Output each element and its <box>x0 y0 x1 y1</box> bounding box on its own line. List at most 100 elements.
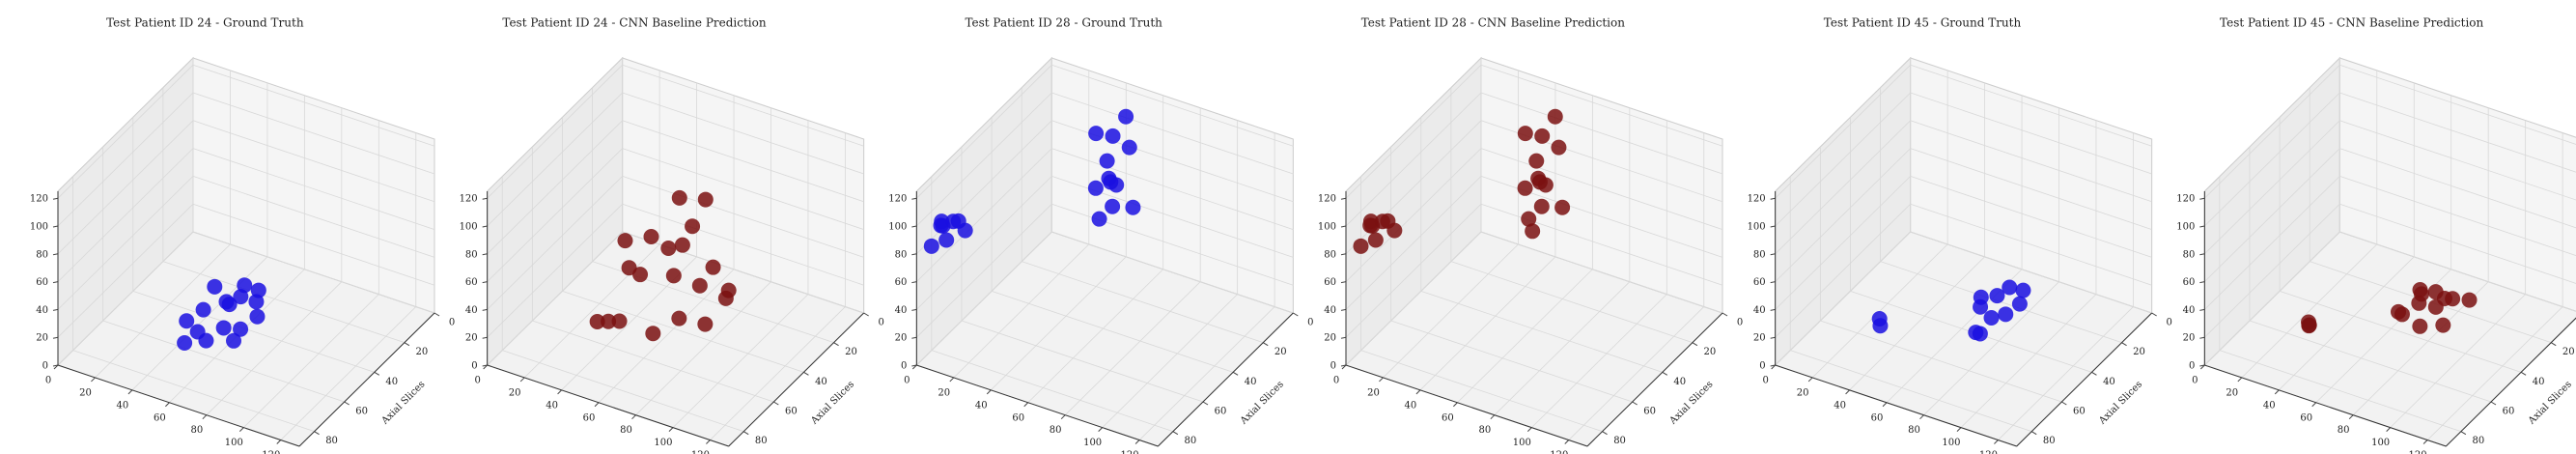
grid-line <box>1910 148 2152 230</box>
grid-line <box>280 306 417 440</box>
tick-mark <box>833 342 839 347</box>
axis-line <box>2016 312 2153 447</box>
chart-title: Test Patient ID 24 - CNN Baseline Predic… <box>502 16 767 30</box>
grid-line <box>1345 92 1482 227</box>
tick-mark <box>52 253 59 256</box>
grid-line <box>2241 243 2378 379</box>
x-tick-label: 0 <box>904 376 910 386</box>
voxel-point <box>645 326 661 342</box>
voxel-point <box>1547 108 1563 125</box>
tick-mark <box>1340 364 1347 367</box>
z-tick-label: 80 <box>465 249 478 260</box>
grid-line <box>1775 148 1911 282</box>
tick-mark <box>2422 440 2428 444</box>
voxel-point <box>1362 213 1379 230</box>
y-tick-label: 80 <box>2043 436 2056 446</box>
voxel-point <box>1521 211 1537 227</box>
voxel-point <box>1121 139 1137 156</box>
tick-mark <box>1340 253 1347 256</box>
grid-line <box>961 320 1204 403</box>
voxel-point <box>697 316 714 332</box>
z-tick-label: 80 <box>2183 249 2196 260</box>
voxel-point <box>1105 198 1121 214</box>
grid-line <box>502 350 744 433</box>
grid-line <box>622 120 864 203</box>
tick-mark <box>2274 389 2280 395</box>
x-tick-label: 100 <box>1942 438 1960 448</box>
tick-mark <box>1172 431 1179 436</box>
x-tick-label: 60 <box>1871 412 1884 423</box>
x-tick-label: 40 <box>2263 400 2276 411</box>
voxel-point <box>1105 128 1121 144</box>
grid-line <box>622 176 864 258</box>
voxel-point <box>2015 282 2031 298</box>
z-tick-label: 120 <box>460 194 478 205</box>
z-tick-label: 0 <box>2189 361 2195 372</box>
chart-title: Test Patient ID 28 - Ground Truth <box>965 16 1162 30</box>
y-tick-label: 40 <box>1245 377 1257 387</box>
tick-mark <box>1453 402 1458 408</box>
grid-line <box>622 92 864 175</box>
grid-line <box>1051 148 1294 230</box>
grid-line <box>1420 290 1663 373</box>
grid-line <box>2204 120 2340 255</box>
tick-mark <box>52 225 59 228</box>
grid-line <box>2204 148 2340 282</box>
voxel-point <box>2435 317 2451 333</box>
voxel-point <box>621 260 637 276</box>
voxel-point <box>2011 296 2028 312</box>
tick-mark <box>706 440 711 444</box>
tick-mark <box>52 281 59 284</box>
z-tick-label: 100 <box>1748 222 1766 233</box>
x-tick-label: 120 <box>262 450 280 454</box>
x-tick-label: 0 <box>1333 376 1339 386</box>
grid-line <box>57 203 194 338</box>
grid-line <box>2426 306 2563 440</box>
tick-mark <box>2199 281 2205 284</box>
grid-line <box>1480 231 1723 314</box>
tick-mark <box>594 402 600 408</box>
tick-mark <box>1662 371 1668 376</box>
z-tick-label: 120 <box>1318 194 1336 205</box>
grid-line <box>990 256 1127 391</box>
y-tick-label: 60 <box>2503 407 2515 417</box>
voxel-point <box>2412 318 2428 334</box>
z-tick-label: 60 <box>36 277 48 288</box>
x-tick-label: 40 <box>1834 400 1846 411</box>
z-tick-label: 0 <box>1759 361 1765 372</box>
axis-line <box>487 364 729 447</box>
grid-line <box>523 243 660 379</box>
grid-line <box>57 120 194 255</box>
grid-line <box>1345 203 1482 338</box>
tick-mark <box>482 225 488 228</box>
voxel-point <box>632 267 649 283</box>
y-tick-label: 60 <box>355 407 368 417</box>
y-tick-label: 0 <box>2166 318 2171 328</box>
voxel-point <box>665 268 682 284</box>
voxel-point <box>179 313 195 329</box>
grid-line <box>1775 64 1911 199</box>
grid-line <box>2339 148 2576 229</box>
chart-panel: Test Patient ID 24 - Ground Truth 0 20 40 60… <box>30 16 455 454</box>
grid-line <box>2339 120 2576 201</box>
x-tick-label: 60 <box>1442 412 1454 423</box>
tick-mark <box>986 389 992 395</box>
z-tick-label: 100 <box>30 222 48 233</box>
tick-mark <box>483 364 489 370</box>
voxel-point <box>1973 289 1989 305</box>
axis-line <box>728 312 865 447</box>
grid-line <box>1345 64 1482 199</box>
tick-mark <box>1602 431 1608 436</box>
z-tick-label: 100 <box>2176 222 2195 233</box>
x-tick-label: 120 <box>1550 450 1568 454</box>
voxel-point <box>643 229 659 245</box>
grid-line <box>57 231 194 366</box>
grid-line <box>2339 231 2576 312</box>
tick-mark <box>949 377 955 383</box>
x-tick-label: 120 <box>691 450 710 454</box>
z-tick-label: 120 <box>888 194 907 205</box>
grid-line <box>1910 176 2152 258</box>
voxel-point <box>1525 223 1541 240</box>
tick-mark <box>482 253 488 256</box>
y-tick-label: 20 <box>2562 347 2575 357</box>
